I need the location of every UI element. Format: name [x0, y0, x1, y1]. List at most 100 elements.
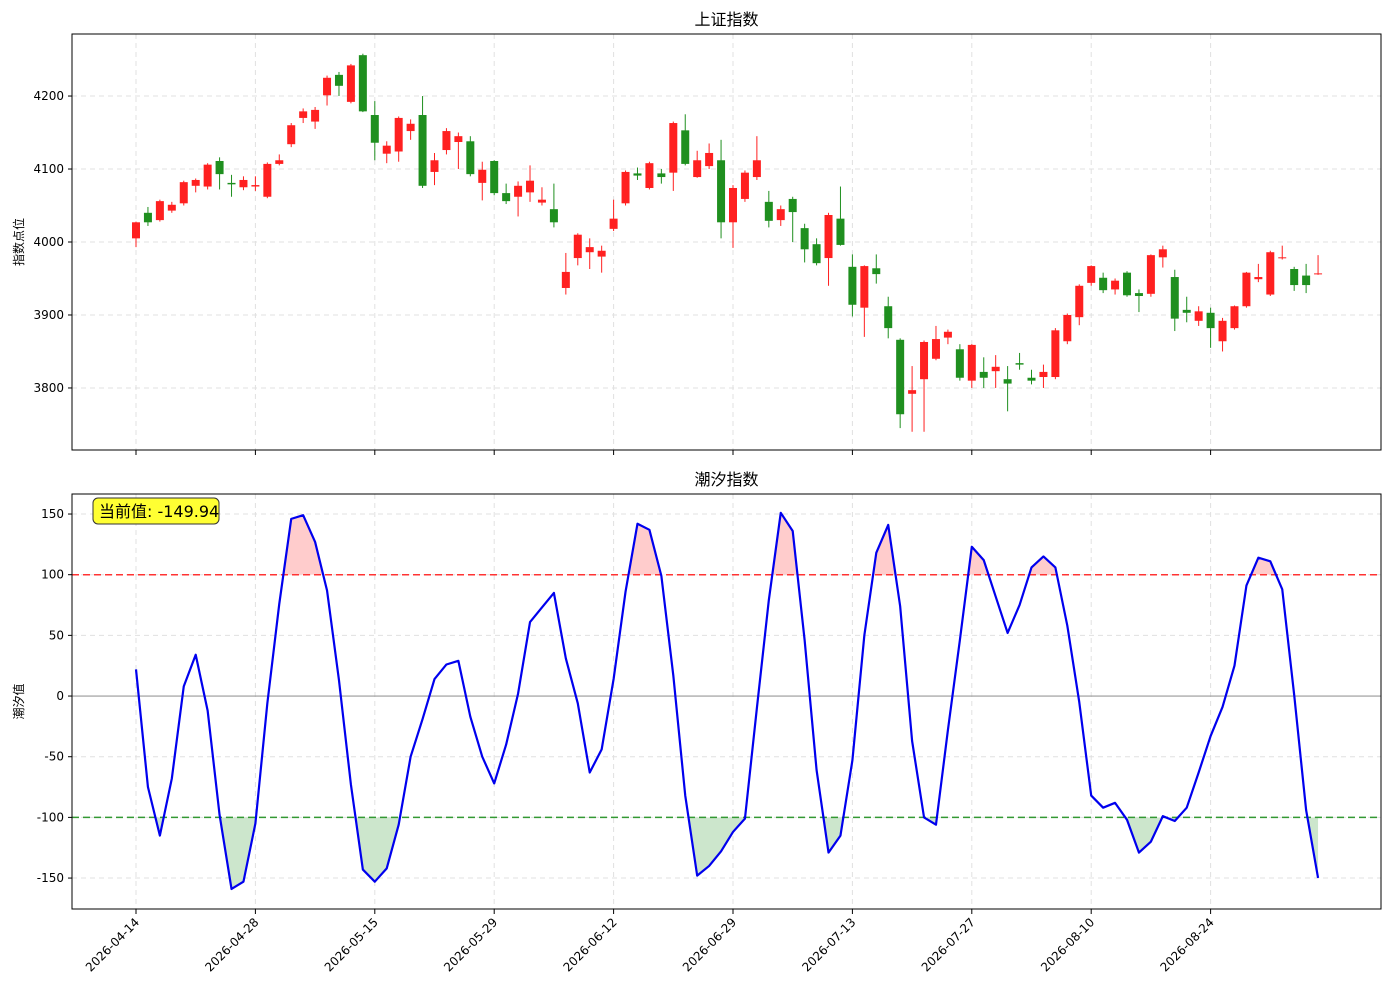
x-tick-label: 2026-05-29 [441, 915, 500, 974]
candle-body [1170, 277, 1179, 319]
y-tick-label: 150 [41, 507, 64, 521]
y-tick-label: 0 [56, 689, 64, 703]
candle-body [1027, 377, 1036, 381]
candle-body [1254, 277, 1263, 280]
candle-body [824, 214, 833, 259]
tide-line [134, 511, 1320, 891]
candle-body [967, 344, 976, 381]
candle-body [1051, 330, 1060, 378]
candle-body [717, 160, 726, 223]
x-tick-label: 2026-06-29 [680, 915, 739, 974]
candle-body [215, 160, 224, 175]
candle-body [549, 209, 558, 223]
candle-body [179, 182, 188, 204]
candle-body [1158, 249, 1167, 258]
candle-body [621, 171, 630, 204]
x-tick-label: 2026-07-13 [799, 915, 858, 974]
candle-body [143, 212, 152, 223]
candle-body [502, 193, 511, 202]
candle-body [418, 115, 427, 186]
x-tick-label: 2026-04-28 [202, 915, 261, 974]
candle-body [526, 180, 535, 193]
x-tick-label: 2026-05-15 [322, 915, 381, 974]
candle-body [311, 109, 320, 122]
y-tick-label: -100 [37, 810, 64, 824]
candle-body [705, 152, 714, 167]
candle-body [1087, 266, 1096, 283]
candle-body [645, 163, 654, 188]
candle-body [1266, 252, 1275, 295]
candle-body [693, 160, 702, 178]
candle-body [955, 349, 964, 378]
candle-body [573, 234, 582, 259]
candle-body [788, 198, 797, 213]
candle-body [943, 331, 952, 338]
candle-body [860, 266, 869, 308]
candle-body [1111, 280, 1120, 290]
candle-body [1039, 371, 1048, 378]
candle-body [155, 201, 164, 221]
candle-body [132, 222, 140, 239]
x-tick-label: 2026-06-12 [561, 915, 620, 974]
y-tick-label: 3900 [33, 308, 64, 322]
candle-body [490, 160, 499, 194]
candle-body [430, 160, 439, 172]
candle-body [1206, 312, 1215, 329]
candle-body [848, 266, 857, 305]
candle-body [382, 145, 391, 154]
candle-body [1134, 293, 1143, 297]
candle-body [800, 228, 809, 250]
candle-body [287, 125, 296, 145]
candle-body [729, 187, 737, 223]
candle-body [1302, 275, 1311, 286]
y-tick-label: 50 [49, 628, 64, 642]
x-tick-label: 2026-08-24 [1158, 915, 1217, 974]
candle-body [394, 117, 403, 152]
candle-body [1314, 273, 1323, 275]
candle-body [1075, 285, 1084, 318]
candle-body [537, 199, 546, 203]
candle-body [263, 163, 272, 197]
candle-body [334, 74, 343, 86]
candle-body [1003, 379, 1012, 384]
candle-body [812, 244, 821, 264]
candle-body [1182, 309, 1191, 313]
candle-body [633, 173, 642, 176]
candle-body [167, 204, 176, 211]
candle-body [657, 173, 666, 178]
candle-body [908, 390, 917, 394]
candle-body [561, 271, 570, 288]
plot-frame [71, 33, 1382, 451]
candle-body [1218, 320, 1227, 342]
candle-body [478, 169, 487, 183]
candle-body [1099, 277, 1108, 291]
candle-body [836, 218, 845, 245]
x-tick-label: 2026-08-10 [1038, 915, 1097, 974]
candle-body [323, 77, 332, 96]
candle-body [740, 172, 749, 199]
candle-body [1194, 311, 1203, 321]
candle-body [466, 141, 475, 175]
annotation-box [92, 497, 220, 525]
candle-body [239, 179, 248, 188]
candle-body [979, 371, 988, 378]
candle-body [1123, 272, 1132, 296]
y-tick-label: -150 [37, 871, 64, 885]
y-tick-label: -50 [44, 750, 64, 764]
candle-body [370, 115, 379, 143]
annotation-text: 当前值: -149.94 [99, 502, 219, 521]
panel-title: 潮汐指数 [694, 470, 758, 489]
panel-title: 上证指数 [694, 10, 758, 29]
candle-body [609, 218, 618, 229]
candle-body [191, 179, 200, 186]
candle-body [442, 131, 451, 151]
candle-body [681, 130, 690, 164]
y-axis-label: 指数点位 [11, 218, 26, 266]
candle-body [776, 209, 785, 221]
candle-body [203, 164, 212, 187]
candle-body [275, 160, 284, 164]
candle-body [585, 247, 594, 253]
candle-body [1230, 306, 1239, 329]
candle-body [1242, 272, 1251, 307]
plot-frame [71, 493, 1382, 910]
